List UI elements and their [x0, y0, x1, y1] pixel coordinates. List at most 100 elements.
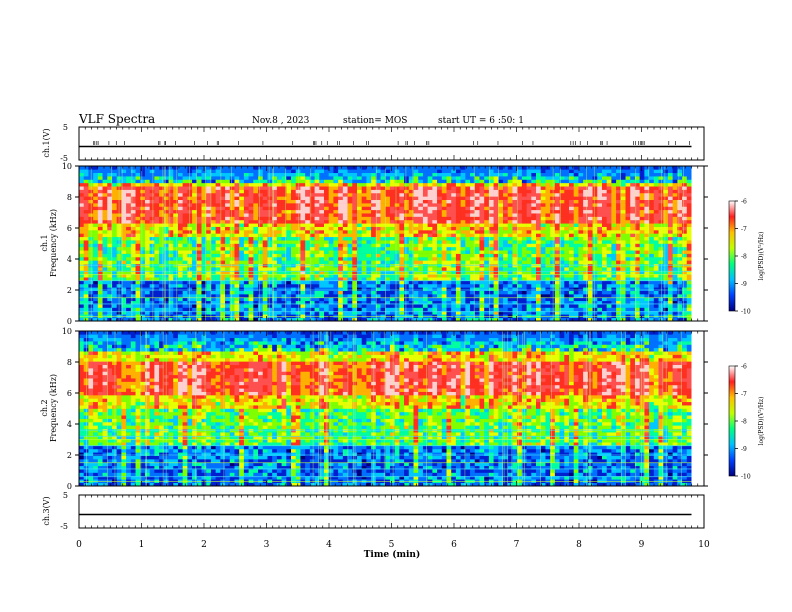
spectrogram-cell [295, 213, 301, 217]
spectrogram-cell [465, 199, 471, 204]
spectrogram-cell [536, 297, 542, 302]
spectrogram-cell [93, 280, 99, 285]
spectrogram-cell [272, 213, 278, 217]
spectrogram-cell [173, 243, 179, 248]
spectrogram-cell [229, 240, 235, 244]
spectrogram-cell [93, 307, 99, 312]
spectrogram-cell [493, 297, 499, 302]
spectrogram-cell [432, 240, 438, 244]
spectrogram-cell [404, 230, 410, 234]
spectrogram-cell [154, 250, 160, 254]
spectrogram-cell [196, 230, 202, 234]
spectrogram-cell [413, 192, 419, 197]
spectrogram-cell [83, 287, 89, 291]
spectrogram-cell [531, 209, 537, 214]
spectrogram-cell [540, 223, 546, 227]
spectrogram-cell [573, 199, 579, 204]
spectrogram-cell [210, 226, 216, 231]
spectrogram-cell [474, 233, 480, 238]
spectrogram-cell [507, 304, 513, 308]
spectrogram-cell [413, 283, 419, 288]
spectrogram-cell [324, 260, 330, 265]
spectrogram-cell [441, 297, 447, 302]
spectrogram-cell [210, 297, 216, 302]
spectrogram-cell [342, 294, 348, 298]
spectrogram-cell [470, 260, 476, 265]
spectrogram-cell [324, 199, 330, 204]
spectrogram-cell [121, 199, 127, 204]
spectrogram-cell [258, 236, 264, 241]
spectrogram-cell [135, 172, 141, 177]
spectrogram-cell [550, 256, 556, 261]
spectrogram-cell [493, 260, 499, 265]
spectrogram-cell [578, 240, 584, 244]
spectrogram-cell [352, 294, 358, 298]
spectrogram-cell [281, 233, 287, 238]
spectrogram-cell [470, 256, 476, 261]
spectrogram-cell [385, 203, 391, 207]
spectrogram-cell [526, 230, 532, 234]
spectrogram-cell [413, 176, 419, 180]
spectrogram-cell [493, 287, 499, 291]
spectrogram-cell [545, 277, 551, 281]
spectrogram-cell [234, 297, 240, 302]
spectrogram-cell [540, 166, 546, 170]
spectrogram-cell [479, 166, 485, 170]
spectrogram-cell [177, 283, 183, 288]
spectrogram-cell [253, 287, 259, 291]
spectrogram-cell [234, 199, 240, 204]
spectrogram-cell [154, 267, 160, 271]
spectrogram-cell [441, 176, 447, 180]
spectrogram-cell [126, 186, 132, 190]
spectrogram-cell [479, 192, 485, 197]
spectrogram-cell [352, 290, 358, 295]
spectrogram-cell [399, 283, 405, 288]
spectrogram-cell [102, 287, 108, 291]
spectrogram-cell [328, 283, 334, 288]
spectrogram-cell [540, 176, 546, 180]
spectrogram-cell [512, 169, 518, 174]
spectrogram-cell [371, 189, 377, 194]
spectrogram-cell [503, 307, 509, 312]
spectrogram-cell [578, 236, 584, 241]
spectrogram-cell [569, 297, 575, 302]
spectrogram-cell [531, 307, 537, 312]
spectrogram-cell [182, 189, 188, 194]
spectrogram-cell [578, 166, 584, 170]
spectrogram-cell [352, 307, 358, 312]
spectrogram-cell [192, 182, 198, 187]
spectrogram-cell [319, 260, 325, 265]
spectrogram-cell [305, 277, 311, 281]
spectrogram-cell [479, 223, 485, 227]
spectrogram-cell [149, 253, 155, 258]
spectrogram-cell [111, 219, 117, 224]
spectrogram-cell [201, 226, 207, 231]
spectrogram-cell [253, 206, 259, 211]
spectrogram-cell [210, 233, 216, 238]
spectrogram-cell [573, 307, 579, 312]
spectrogram-cell [479, 236, 485, 241]
spectrogram-cell [173, 304, 179, 308]
spectrogram-cell [305, 300, 311, 305]
spectrogram-cell [455, 280, 461, 285]
spectrogram-cell [380, 176, 386, 180]
spectrogram-cell [300, 196, 306, 200]
spectrogram-cell [79, 213, 85, 217]
spectrogram-cell [126, 179, 132, 184]
spectrogram-cell [234, 186, 240, 190]
spectrogram-cell [220, 250, 226, 254]
spectrogram-cell [488, 209, 494, 214]
spectrogram-cell [107, 294, 113, 298]
spectrogram-cell [243, 192, 249, 197]
spectrogram-cell [295, 176, 301, 180]
spectrogram-cell [234, 287, 240, 291]
spectrogram-cell [154, 186, 160, 190]
spectrogram-cell [484, 176, 490, 180]
spectrogram-cell [333, 203, 339, 207]
spectrogram-cell [356, 223, 362, 227]
spectrogram-cell [474, 304, 480, 308]
spectrogram-cell [356, 186, 362, 190]
spectrogram-cell [550, 304, 556, 308]
